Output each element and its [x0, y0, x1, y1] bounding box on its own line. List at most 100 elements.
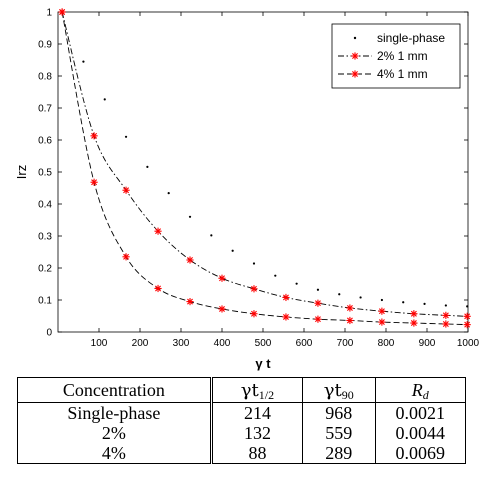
y-tick-label: 0.5 — [38, 168, 52, 179]
cell-rd: 0.0044 — [374, 423, 466, 443]
point-2pct — [186, 256, 194, 264]
legend-samples — [338, 36, 372, 78]
point-2pct — [218, 274, 226, 282]
x-tick-labels: 100 200 300 400 500 600 700 800 900 1000 — [91, 338, 480, 349]
point-4pct — [90, 178, 98, 186]
table-row: 4% 88 289 0.0069 — [17, 443, 466, 464]
point-4pct — [58, 8, 66, 16]
point-2pct — [463, 312, 471, 320]
point-4pct — [410, 319, 418, 327]
results-table: Concentration γt1/2 γt90 Rd Single-phase… — [17, 377, 466, 464]
single-phase-point — [146, 165, 149, 168]
point-2pct — [346, 304, 354, 312]
point-2pct — [90, 132, 98, 140]
x-tick-label: 300 — [173, 338, 190, 349]
cell-rd: 0.0021 — [374, 402, 466, 423]
point-2pct — [122, 186, 130, 194]
single-phase-point — [402, 301, 405, 304]
point-4pct — [122, 253, 130, 261]
single-phase-point — [295, 282, 298, 285]
legend-box — [331, 23, 461, 89]
cell-gamma-t-half: 214 — [209, 402, 303, 423]
table-row: Single-phase 214 968 0.0021 — [17, 402, 466, 423]
single-phase-point — [359, 296, 362, 299]
single-phase-point — [82, 60, 85, 63]
cell-gamma-t-half: 88 — [209, 443, 303, 464]
legend-sample-single-phase — [353, 36, 357, 40]
point-2pct — [410, 310, 418, 318]
header-gamma-t-90: γt90 — [302, 377, 375, 403]
cell-concentration: 2% — [17, 423, 212, 443]
point-4pct — [186, 298, 194, 306]
legend: single-phase 2% 1 mm 4% 1 mm — [331, 23, 461, 89]
y-axis-label: Irz — [14, 165, 29, 179]
single-phase-point — [210, 234, 213, 237]
single-phase-point — [466, 305, 469, 308]
y-tick-label: 0.8 — [38, 72, 52, 83]
x-tick-label: 800 — [378, 338, 395, 349]
point-2pct — [282, 293, 290, 302]
x-tick-label: 400 — [214, 338, 231, 349]
legend-sample-2pct-marker — [351, 52, 359, 60]
cell-gamma-t-90: 968 — [302, 402, 375, 423]
y-tick-label: 0.6 — [38, 136, 52, 147]
legend-label-4pct: 4% 1 mm — [377, 67, 428, 81]
point-4pct — [442, 320, 450, 328]
x-tick-label: 200 — [132, 338, 149, 349]
x-tick-label: 900 — [419, 338, 436, 349]
point-2pct — [314, 299, 322, 307]
cell-gamma-t-90: 559 — [302, 423, 375, 443]
point-2pct — [442, 311, 450, 319]
x-tick-label: 600 — [296, 338, 313, 349]
single-phase-point — [167, 192, 170, 195]
single-phase-point — [316, 288, 320, 291]
x-tick-label: 700 — [337, 338, 354, 349]
point-4pct — [218, 305, 226, 313]
point-4pct — [154, 284, 162, 293]
legend-label-2pct: 2% 1 mm — [377, 49, 428, 63]
point-4pct — [282, 313, 290, 321]
series-line-2pct — [61, 11, 468, 317]
y-tick-label: 0.3 — [38, 232, 52, 243]
point-2pct — [250, 285, 258, 293]
header-rd: Rd — [374, 377, 466, 403]
header-gamma-t-half: γt1/2 — [209, 377, 303, 403]
y-tick-label: 0.9 — [38, 40, 52, 51]
single-phase-point — [231, 249, 234, 252]
table-row: 2% 132 559 0.0044 — [17, 423, 466, 443]
cell-gamma-t-90: 289 — [302, 443, 375, 464]
point-4pct — [314, 315, 322, 323]
cell-rd: 0.0069 — [374, 443, 466, 464]
y-tick-label: 0.4 — [38, 200, 52, 211]
single-phase-point — [252, 262, 256, 265]
x-axis-label: γ t — [255, 356, 271, 371]
single-phase-point — [188, 215, 192, 218]
point-2pct — [378, 307, 386, 315]
single-phase-point — [444, 304, 447, 307]
y-tick-label: 0.1 — [38, 296, 52, 307]
y-tick-labels: 0 0.1 0.2 0.3 0.4 0.5 0.6 0.7 0.8 0.9 1 — [38, 8, 52, 339]
cell-concentration: 4% — [17, 443, 212, 464]
y-tick-label: 0 — [46, 328, 52, 339]
y-tick-label: 1 — [46, 8, 52, 19]
single-phase-point — [423, 302, 426, 305]
point-4pct — [250, 310, 258, 318]
series-points — [58, 8, 471, 329]
point-4pct — [463, 321, 471, 329]
table-header-row: Concentration γt1/2 γt90 Rd — [17, 377, 466, 403]
x-tick-label: 100 — [91, 338, 108, 349]
legend-sample-4pct-marker — [351, 70, 359, 78]
single-phase-point — [380, 298, 383, 302]
point-2pct — [154, 227, 162, 235]
single-phase-point — [124, 135, 128, 138]
single-phase-point — [274, 274, 277, 277]
y-tick-label: 0.7 — [38, 104, 52, 115]
header-concentration: Concentration — [17, 377, 212, 403]
cell-gamma-t-half: 132 — [209, 423, 303, 443]
axis-ticks — [58, 11, 469, 333]
cell-concentration: Single-phase — [17, 402, 212, 423]
single-phase-point — [103, 98, 106, 101]
point-4pct — [378, 318, 386, 326]
x-tick-label: 1000 — [457, 338, 480, 349]
single-phase-point — [338, 293, 341, 296]
